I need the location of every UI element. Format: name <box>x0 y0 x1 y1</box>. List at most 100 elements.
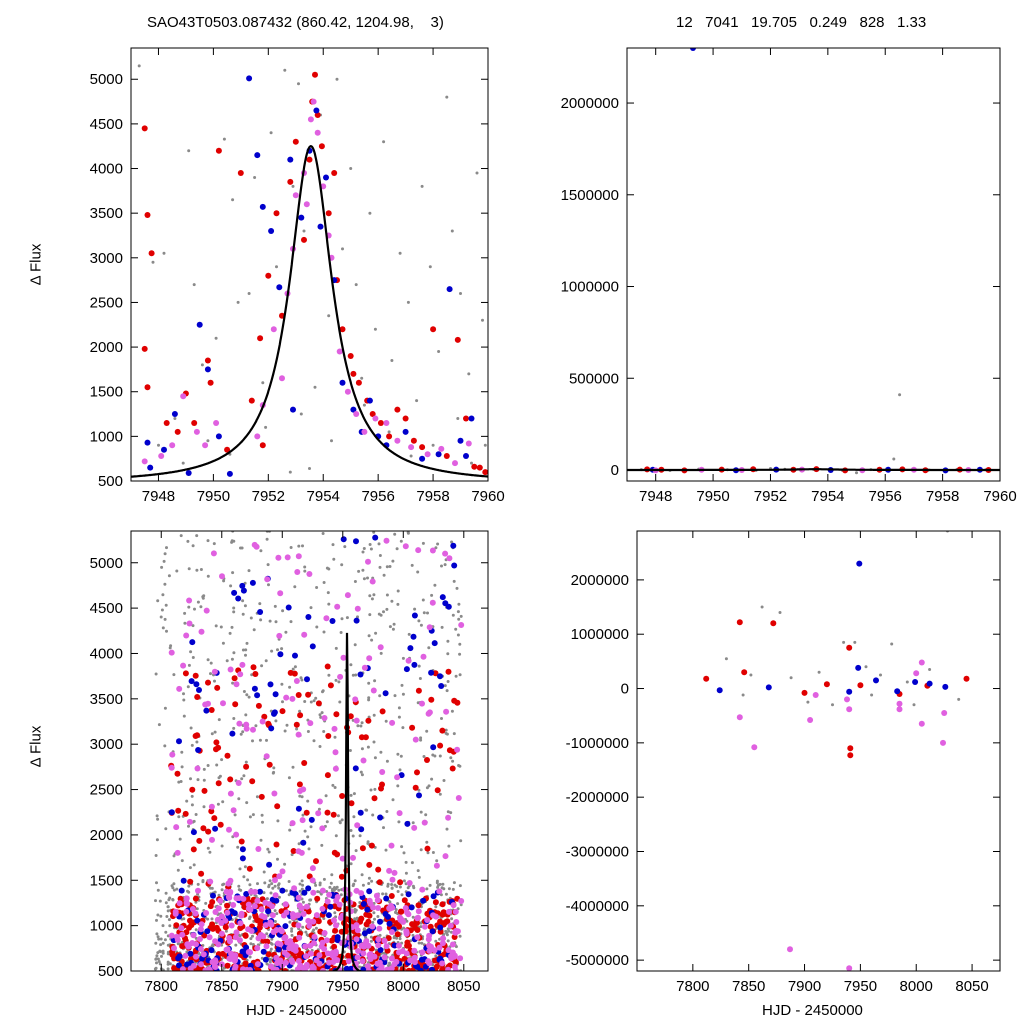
data-point-red <box>141 125 148 132</box>
data-point-blue <box>287 156 294 163</box>
data-point-gray <box>270 649 274 653</box>
data-point-red <box>476 464 483 471</box>
data-point-gray <box>301 883 305 887</box>
data-point-gray <box>245 801 249 805</box>
data-point-blue <box>301 889 308 896</box>
data-point-gray <box>419 848 423 852</box>
data-point-gray <box>376 915 380 918</box>
data-point-blue <box>353 617 360 624</box>
data-point-blue <box>176 962 182 969</box>
data-point-gray <box>443 684 447 688</box>
data-point-magenta <box>193 941 199 948</box>
data-point-gray <box>433 583 437 587</box>
data-point-red <box>847 745 854 752</box>
data-point-gray <box>397 706 401 710</box>
data-point-gray <box>247 695 251 699</box>
data-point-red <box>338 873 345 880</box>
data-point-gray <box>244 713 248 717</box>
data-point-gray <box>200 363 204 367</box>
data-point-blue <box>204 366 211 373</box>
data-point-blue <box>357 671 364 678</box>
data-point-red <box>432 670 439 677</box>
y-tick-label: -3000000 <box>566 843 629 860</box>
data-point-magenta <box>352 696 359 703</box>
data-point-red <box>428 696 435 703</box>
data-point-gray <box>406 300 410 304</box>
data-point-gray <box>370 597 374 601</box>
data-point-red <box>424 845 431 852</box>
data-point-magenta <box>918 720 925 727</box>
y-tick-label: 1500000 <box>561 187 619 204</box>
data-point-blue <box>429 928 436 935</box>
data-point-magenta <box>453 927 460 934</box>
data-point-magenta <box>436 944 443 951</box>
data-point-magenta <box>254 961 261 968</box>
data-point-gray <box>154 941 158 945</box>
data-point-gray <box>345 616 349 620</box>
data-point-gray <box>437 350 441 353</box>
data-point-red <box>404 942 411 949</box>
data-point-magenta <box>307 950 314 957</box>
data-point-gray <box>373 787 377 791</box>
data-point-magenta <box>233 831 240 838</box>
data-point-gray <box>331 543 335 547</box>
x-tick-label: 7958 <box>416 488 449 505</box>
data-point-magenta <box>453 919 460 925</box>
data-point-magenta <box>450 902 457 909</box>
data-point-gray <box>362 547 366 550</box>
data-point-gray <box>372 593 376 597</box>
data-point-magenta <box>240 895 247 902</box>
data-point-gray <box>166 967 170 971</box>
data-point-gray <box>185 799 189 803</box>
data-point-gray <box>392 936 396 940</box>
data-point-magenta <box>334 894 341 900</box>
data-point-magenta <box>274 960 281 967</box>
data-point-blue <box>894 688 901 695</box>
data-point-gray <box>228 631 232 635</box>
data-point-gray <box>440 564 443 568</box>
data-point-gray <box>190 803 194 807</box>
data-point-blue <box>282 923 289 930</box>
data-point-gray <box>422 611 426 615</box>
data-point-gray <box>367 698 371 702</box>
data-point-gray <box>163 552 167 556</box>
y-tick-label: 1500 <box>90 384 123 401</box>
data-point-magenta <box>404 909 411 916</box>
data-point-gray <box>842 640 846 644</box>
data-point-blue <box>240 587 247 594</box>
data-point-magenta <box>451 963 458 970</box>
data-point-gray <box>290 929 294 933</box>
data-point-gray <box>165 546 168 550</box>
data-point-gray <box>406 531 410 535</box>
data-point-gray <box>166 905 170 909</box>
data-point-gray <box>353 917 357 921</box>
x-tick-label: 7800 <box>145 978 178 995</box>
data-point-gray <box>156 913 160 917</box>
data-point-gray <box>378 694 382 698</box>
data-point-magenta <box>180 662 187 669</box>
data-point-gray <box>178 837 182 841</box>
data-point-gray <box>157 723 161 727</box>
data-point-magenta <box>296 934 303 941</box>
data-point-red <box>444 918 451 925</box>
data-point-gray <box>283 729 287 733</box>
data-point-magenta <box>421 923 428 930</box>
data-point-gray <box>206 764 210 767</box>
data-point-magenta <box>846 965 853 971</box>
data-point-magenta <box>207 878 214 885</box>
data-point-gray <box>330 889 334 893</box>
data-point-gray <box>452 881 456 885</box>
data-point-red <box>443 453 450 459</box>
data-point-gray <box>419 925 423 929</box>
y-tick-label: 4500 <box>90 116 123 133</box>
data-point-magenta <box>414 934 421 941</box>
data-point-gray <box>319 715 323 719</box>
data-point-gray <box>398 937 402 941</box>
data-point-gray <box>419 623 423 627</box>
data-point-red <box>213 739 220 746</box>
data-point-gray <box>416 869 420 873</box>
data-point-gray <box>458 673 462 677</box>
data-point-blue <box>305 885 312 892</box>
data-point-gray <box>388 565 392 568</box>
data-point-gray <box>280 647 284 651</box>
